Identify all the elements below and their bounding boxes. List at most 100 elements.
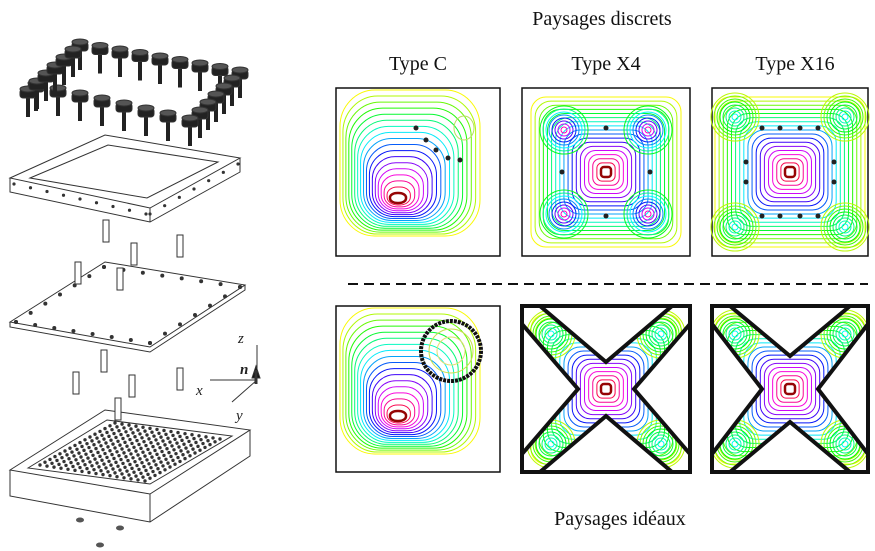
hole [79, 455, 83, 459]
contour [841, 440, 849, 448]
hole [64, 463, 68, 468]
contour [539, 189, 589, 239]
contour [735, 117, 845, 227]
hole [99, 444, 103, 448]
contour [380, 392, 420, 428]
contour [377, 386, 424, 430]
contour [386, 186, 411, 206]
post [797, 125, 803, 131]
contour [832, 104, 858, 130]
contour [571, 137, 641, 207]
hole [166, 461, 170, 465]
contour [635, 201, 661, 227]
contour [386, 404, 411, 424]
hole [98, 454, 102, 459]
contour [547, 440, 555, 448]
contour [841, 113, 849, 121]
contour [725, 217, 745, 237]
hole [83, 438, 87, 442]
hole [120, 422, 124, 426]
hole [180, 438, 184, 443]
hole [112, 456, 116, 461]
hole [130, 441, 134, 446]
contour [380, 174, 420, 210]
contour [541, 434, 561, 454]
hole [164, 432, 168, 437]
hole [176, 455, 180, 460]
hole [186, 450, 190, 454]
hole [218, 437, 222, 441]
bolt-top [93, 94, 111, 102]
contour [626, 192, 670, 236]
contour [841, 330, 849, 338]
contour [535, 318, 567, 350]
contour [763, 145, 817, 199]
hole [143, 479, 147, 483]
hole [238, 285, 242, 289]
panels [335, 87, 870, 474]
hole [76, 461, 80, 466]
hole [142, 464, 146, 469]
hole [145, 433, 149, 437]
contour [542, 108, 670, 236]
bolt-top [171, 56, 189, 63]
hole [131, 456, 135, 460]
hole [137, 442, 141, 447]
contour [345, 101, 472, 233]
contour [428, 328, 474, 374]
contour [780, 162, 800, 182]
hole [166, 436, 170, 440]
hole [126, 433, 130, 438]
contour [371, 156, 433, 216]
hole [140, 270, 145, 275]
hole [113, 446, 117, 450]
contour [599, 165, 613, 179]
panel-frame [710, 304, 870, 474]
hole [83, 463, 87, 467]
hole [162, 428, 166, 433]
contour [654, 437, 668, 451]
contour [538, 104, 674, 240]
hole [170, 444, 174, 448]
contour [623, 105, 673, 155]
hole [165, 447, 169, 451]
hole [161, 464, 165, 468]
pin [114, 397, 122, 421]
hole [154, 463, 158, 467]
contour [560, 126, 568, 134]
hole [65, 453, 69, 457]
hole [156, 467, 160, 471]
hole [179, 276, 184, 281]
contour [551, 117, 661, 227]
hole [139, 446, 143, 451]
hole [97, 465, 101, 469]
hole [194, 440, 198, 445]
hole [87, 274, 92, 279]
contour [719, 101, 751, 133]
hole [140, 436, 144, 440]
hole [60, 455, 64, 460]
post [831, 179, 837, 185]
hole [141, 450, 145, 454]
obstacle [419, 319, 483, 383]
contour [557, 207, 571, 221]
hole [43, 460, 47, 464]
hole [87, 445, 91, 450]
bottom-box-inner [26, 419, 234, 485]
hole [109, 335, 114, 339]
contour [728, 327, 742, 341]
hole [71, 329, 76, 333]
hole [119, 457, 123, 462]
contour [641, 207, 655, 221]
pin [128, 374, 136, 398]
contour [339, 89, 481, 237]
hole [55, 458, 59, 463]
contour [357, 343, 455, 443]
hole [182, 442, 186, 446]
hole [207, 179, 211, 183]
hole [148, 451, 152, 455]
bolt-top [91, 42, 109, 49]
contour [710, 202, 760, 252]
contour [772, 371, 808, 407]
